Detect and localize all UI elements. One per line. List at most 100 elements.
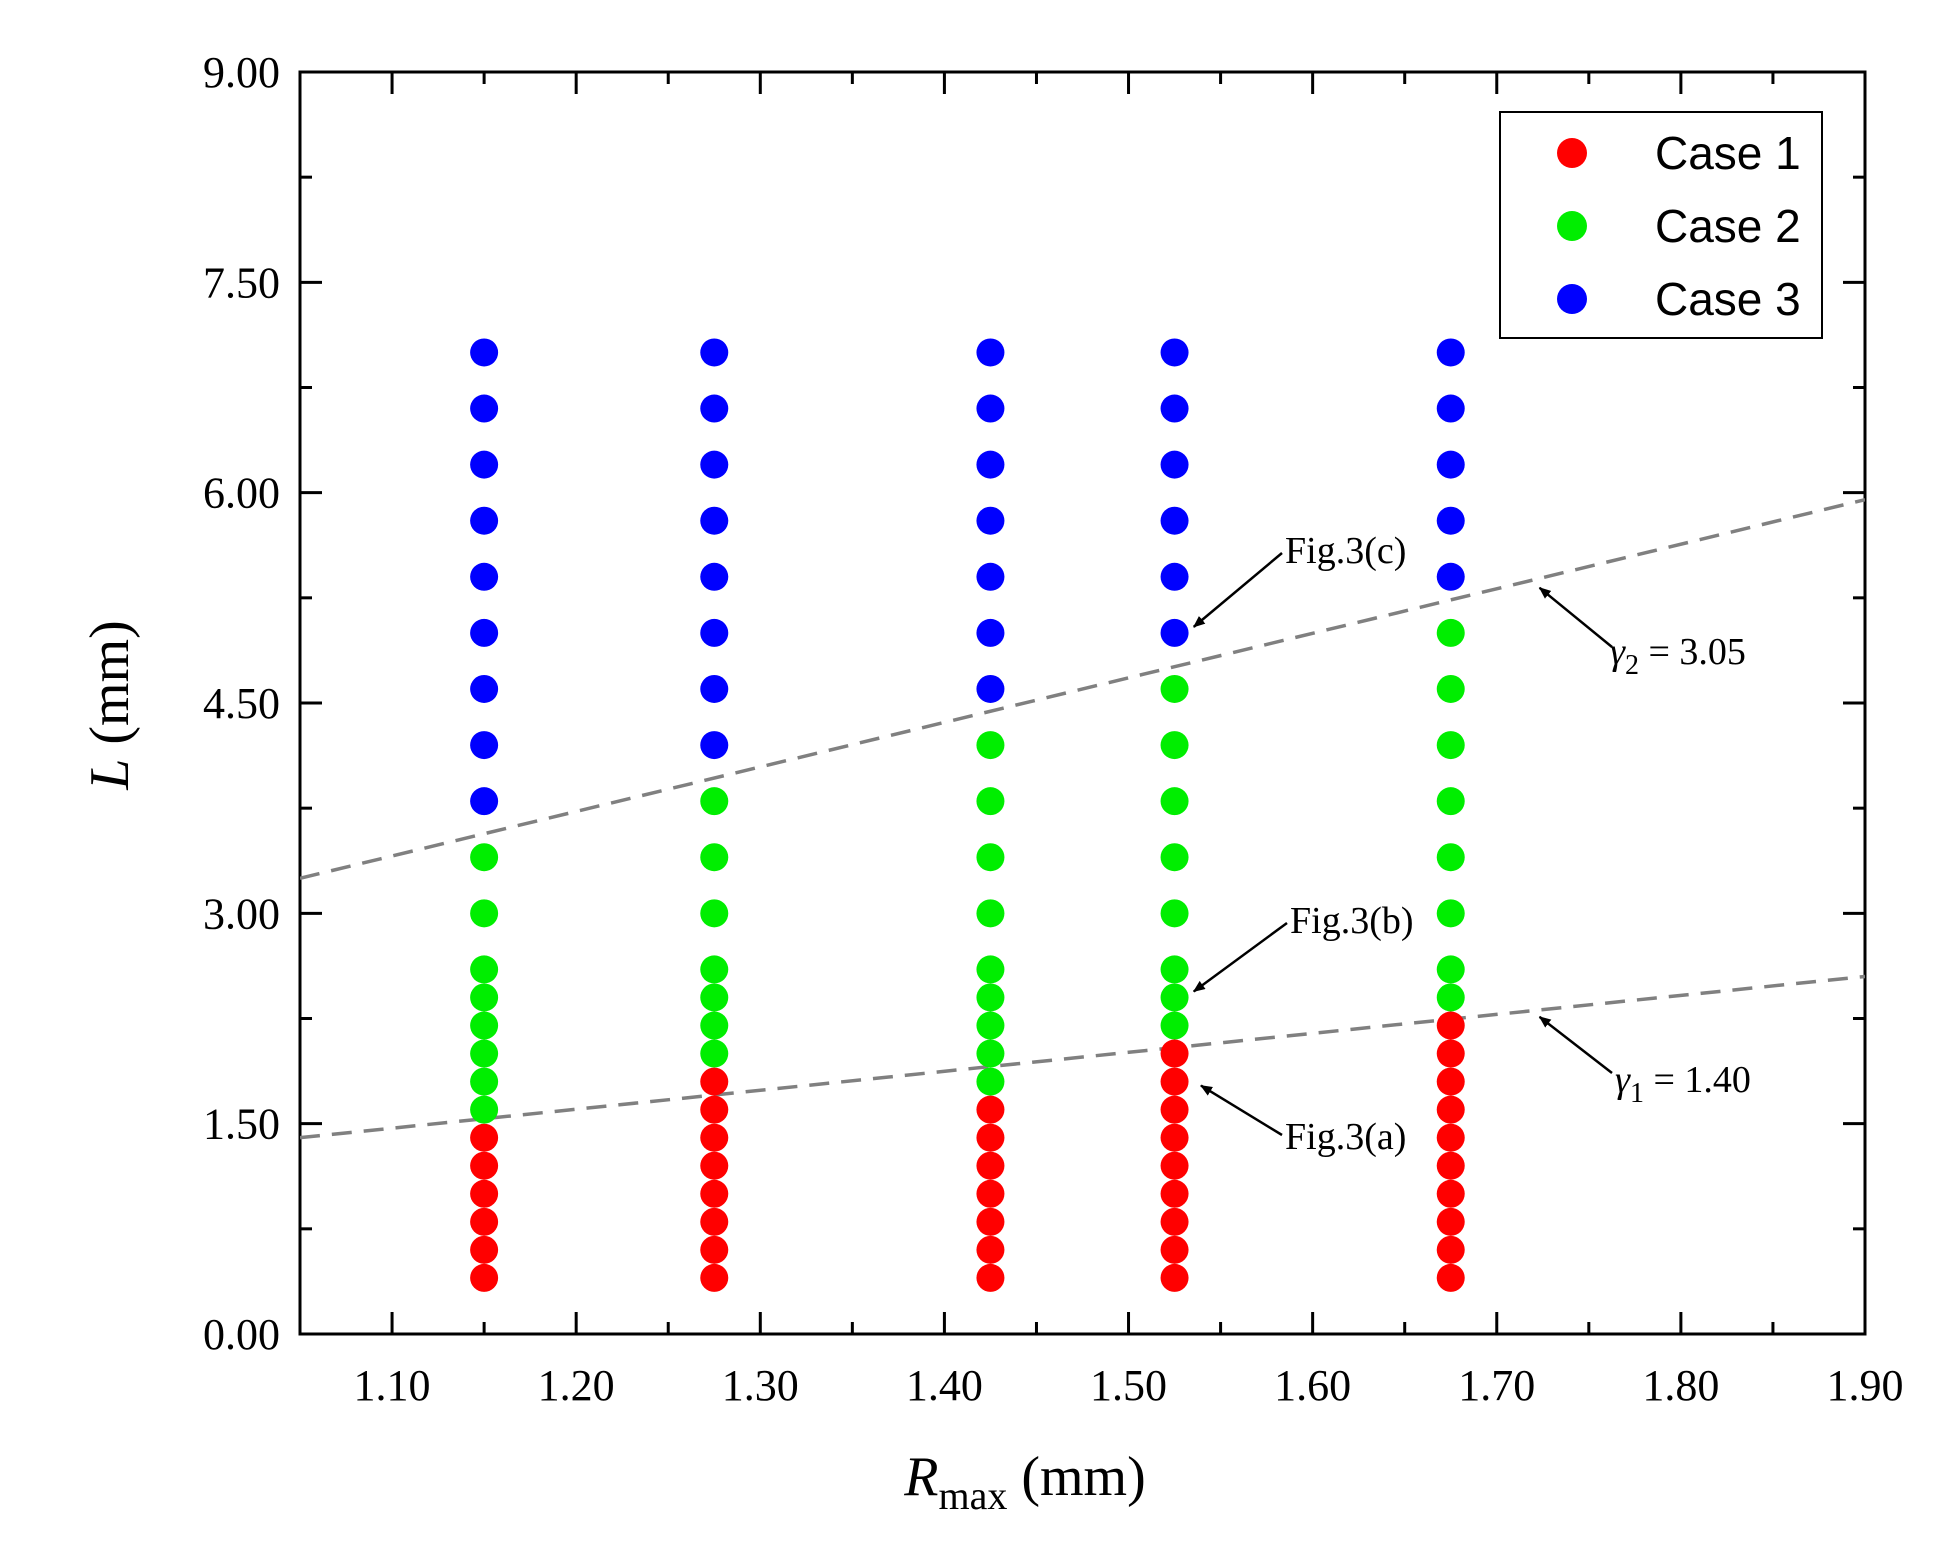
point-case-1 [1160,1095,1189,1124]
gamma1-symbol: γ [1615,1059,1631,1101]
point-case-2 [1436,899,1465,928]
point-case-2 [470,1067,499,1096]
point-case-3 [1160,562,1189,591]
point-case-3 [470,506,499,535]
point-case-2 [700,955,729,984]
point-case-2 [1436,674,1465,703]
point-case-3 [700,506,729,535]
point-case-1 [1436,1123,1465,1152]
point-case-1 [1436,1151,1465,1180]
point-case-3 [976,394,1005,423]
point-case-1 [700,1207,729,1236]
point-case-2 [470,983,499,1012]
point-case-3 [700,562,729,591]
gamma2-value: = 3.05 [1639,631,1746,673]
legend-box [1499,111,1823,339]
point-case-3 [700,674,729,703]
point-case-2 [470,843,499,872]
point-case-2 [700,843,729,872]
point-case-1 [976,1179,1005,1208]
gamma1-arrow [1538,1015,1613,1074]
point-case-1 [470,1151,499,1180]
gamma1-label: γ1 = 1.40 [1615,1059,1751,1109]
point-case-3 [470,618,499,647]
point-case-1 [1436,1179,1465,1208]
legend-label-case-1: Case 1 [1655,127,1801,179]
x-axis-title-subscript: max [938,1473,1007,1518]
point-case-2 [1160,843,1189,872]
fig3b-arrow [1192,921,1288,993]
annotation-fig3a: Fig.3(a) [1285,1116,1406,1158]
point-case-1 [700,1235,729,1264]
point-case-2 [1436,731,1465,760]
point-case-1 [470,1207,499,1236]
gamma2-arrow [1538,586,1613,648]
point-case-2 [1160,787,1189,816]
point-case-3 [976,674,1005,703]
point-case-1 [700,1095,729,1124]
x-tick-label: 1.10 [354,1361,431,1410]
point-case-3 [700,394,729,423]
point-case-1 [976,1123,1005,1152]
point-case-2 [1160,731,1189,760]
point-case-1 [976,1263,1005,1292]
point-case-1 [700,1123,729,1152]
legend: Case 1 Case 2 Case 3 [1499,111,1823,339]
point-case-1 [1160,1067,1189,1096]
y-tick-label: 9.00 [203,48,280,97]
point-case-1 [1160,1207,1189,1236]
point-case-1 [470,1123,499,1152]
point-case-2 [470,1039,499,1068]
point-case-3 [470,731,499,760]
point-case-3 [976,450,1005,479]
point-case-2 [1436,787,1465,816]
y-tick-label: 4.50 [203,679,280,728]
point-case-1 [1436,1067,1465,1096]
x-tick-label: 1.50 [1090,1361,1167,1410]
point-case-3 [1436,506,1465,535]
point-case-1 [1436,1235,1465,1264]
point-case-1 [1160,1179,1189,1208]
point-case-3 [1160,618,1189,647]
point-case-1 [700,1067,729,1096]
gamma2-symbol: γ [1610,631,1626,673]
x-axis-title: Rmax (mm) [903,1446,1146,1518]
point-case-3 [1160,394,1189,423]
point-case-3 [976,338,1005,367]
point-case-3 [700,731,729,760]
point-case-3 [700,618,729,647]
point-case-2 [1160,899,1189,928]
point-case-3 [470,562,499,591]
y-tick-label: 3.00 [203,889,280,938]
point-case-1 [1436,1263,1465,1292]
gamma2-label: γ2 = 3.05 [1610,631,1746,681]
point-case-2 [700,983,729,1012]
point-case-1 [976,1095,1005,1124]
fig3a-arrow [1200,1084,1283,1137]
y-tick-label: 7.50 [203,258,280,307]
point-case-2 [976,955,1005,984]
point-case-1 [976,1235,1005,1264]
legend-marker-case-2 [1557,211,1587,241]
y-axis-title-unit: (mm) [79,620,141,758]
point-case-1 [976,1207,1005,1236]
legend-label-case-2: Case 2 [1655,200,1801,252]
legend-marker-case-1 [1557,138,1587,168]
point-case-2 [976,1067,1005,1096]
fig3c-arrow [1192,552,1283,628]
point-case-2 [1436,618,1465,647]
point-case-2 [976,1011,1005,1040]
point-case-1 [1160,1123,1189,1152]
point-case-3 [1436,562,1465,591]
point-case-2 [976,983,1005,1012]
legend-marker-case-3 [1557,284,1587,314]
gamma2-line [300,497,1865,880]
point-case-1 [1436,1095,1465,1124]
point-case-3 [976,618,1005,647]
point-case-2 [976,843,1005,872]
point-case-2 [976,1039,1005,1068]
point-case-2 [1436,843,1465,872]
x-tick-label: 1.80 [1642,1361,1719,1410]
point-case-3 [1160,338,1189,367]
x-tick-label: 1.60 [1274,1361,1351,1410]
